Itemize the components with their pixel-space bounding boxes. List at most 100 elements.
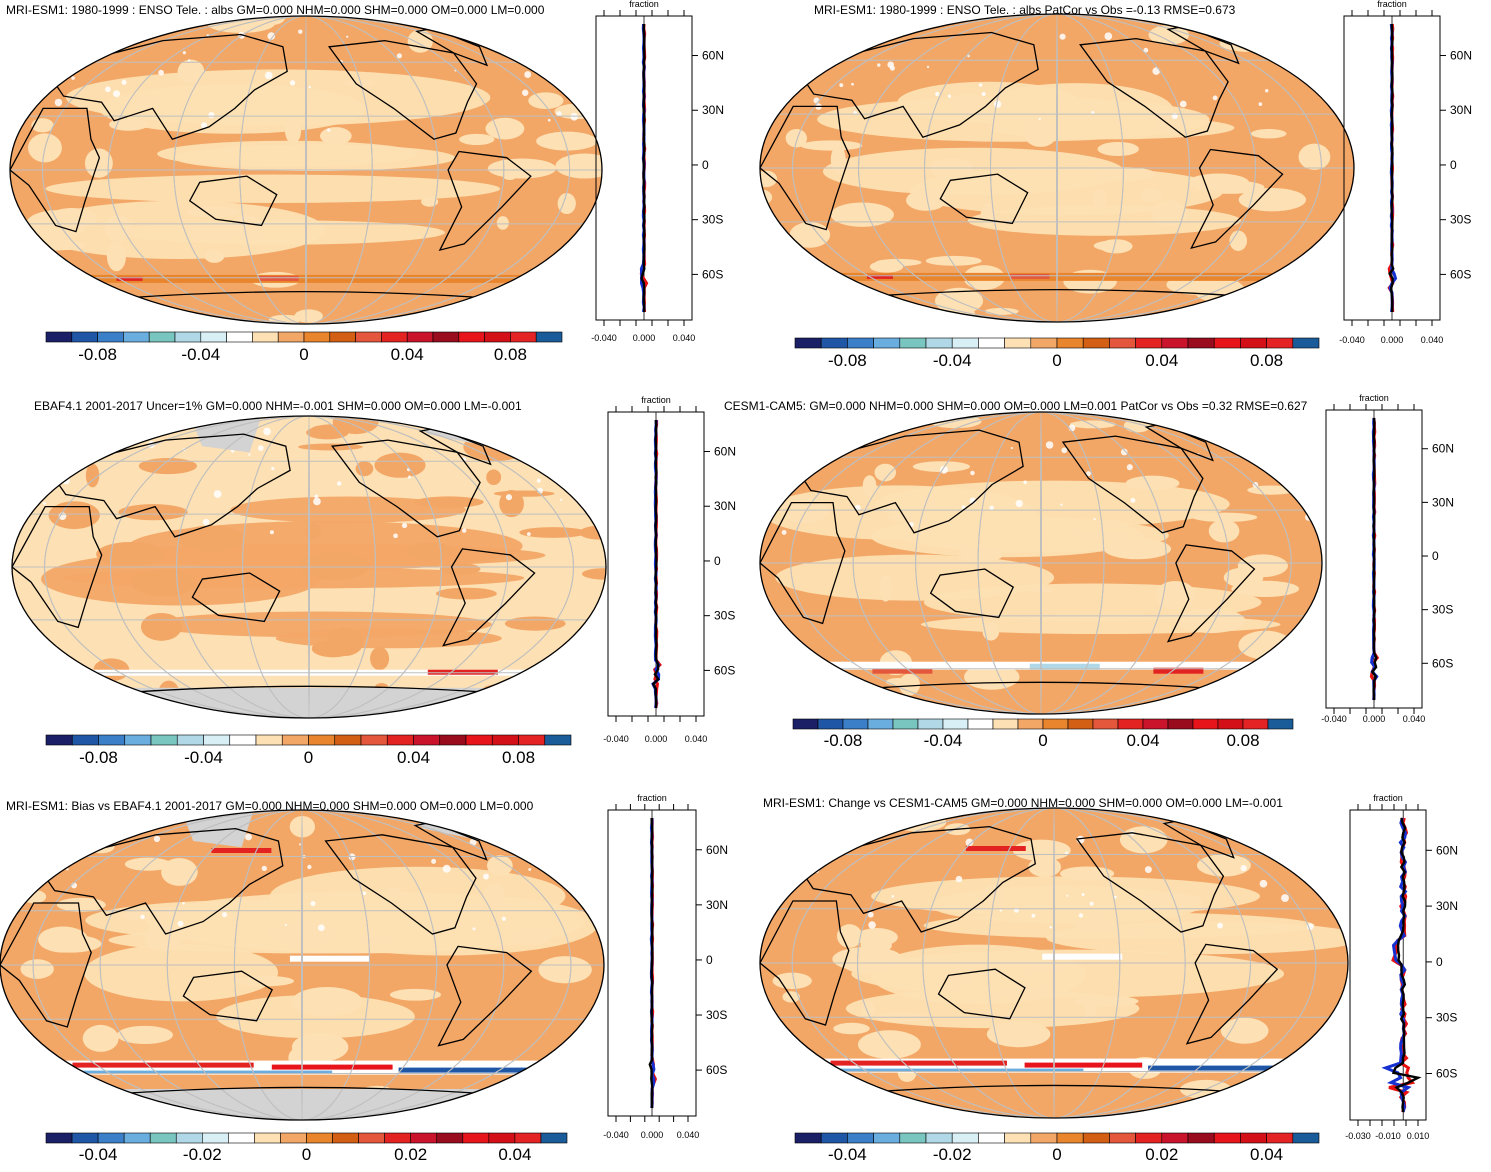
profile-xtick-label: 0.010 xyxy=(1407,1131,1430,1141)
profile-xtick-label: 0.040 xyxy=(1403,714,1426,724)
colorbar-swatch xyxy=(252,331,279,343)
lat-label: 30S xyxy=(1432,603,1453,617)
colorbar-swatch xyxy=(544,734,572,746)
colorbar-tick-label: -0.04 xyxy=(79,1145,118,1164)
colorbar-swatch xyxy=(1266,337,1294,349)
colorbar-tick-label: 0 xyxy=(302,1145,311,1164)
lat-label: 30N xyxy=(1432,495,1454,509)
colorbar-swatch xyxy=(1242,718,1269,730)
colorbar-swatch xyxy=(1042,718,1069,730)
colorbar-swatch xyxy=(951,337,979,349)
colorbar-swatch xyxy=(873,1132,901,1144)
colorbar-swatch xyxy=(847,1132,874,1144)
lat-label: 30N xyxy=(1450,103,1472,117)
colorbar-swatch xyxy=(281,734,309,746)
colorbar-swatch xyxy=(1213,1132,1241,1144)
colorbar-tick-label: -0.08 xyxy=(78,345,117,364)
coastline-namerica xyxy=(1061,435,1204,534)
coastline-namerica xyxy=(327,39,478,140)
colorbar-swatch xyxy=(1213,337,1241,349)
colorbar-swatch xyxy=(280,1132,307,1144)
lat-label: 0 xyxy=(702,158,709,172)
colorbar-swatch xyxy=(410,1132,438,1144)
profile-xtick-label: 0.040 xyxy=(685,734,708,744)
colorbar-swatch xyxy=(358,1132,385,1144)
colorbar-swatch xyxy=(892,718,919,730)
colorbar-swatch xyxy=(1217,718,1244,730)
lat-label: 60N xyxy=(1450,49,1472,63)
coastline-eurasia xyxy=(802,429,1024,534)
profile-model-line xyxy=(651,419,660,709)
colorbar-swatch xyxy=(360,734,388,746)
colorbar-tick-label: 0.04 xyxy=(1250,1145,1283,1164)
profile-model-line xyxy=(1388,23,1395,313)
lat-label: 60N xyxy=(1436,843,1458,857)
colorbar-swatch xyxy=(1192,718,1219,730)
colorbar-swatch xyxy=(123,1132,151,1144)
colorbar-swatch xyxy=(820,337,848,349)
panel-3: fraction-0.040 0.000 0.04060N30N030S60S-0.… xyxy=(11,395,736,767)
profile-xtick-label: 0.040 xyxy=(673,333,696,343)
colorbar-tick-label: -0.08 xyxy=(79,748,118,767)
colorbar-swatch xyxy=(229,734,257,746)
colorbar-swatch xyxy=(381,331,408,343)
map-outline xyxy=(759,807,1349,1119)
colorbar-swatch xyxy=(1292,337,1320,349)
colorbar-swatch xyxy=(1030,337,1058,349)
coastline-eurasia xyxy=(54,33,288,140)
profile-model-line xyxy=(1370,417,1378,701)
colorbar-swatch xyxy=(535,331,563,343)
profile-model-line xyxy=(648,818,654,1109)
colorbar-swatch xyxy=(1135,337,1163,349)
colorbar-swatch xyxy=(792,718,819,730)
profile-xtick-label: -0.040 xyxy=(603,734,629,744)
panel-5: fraction-0.040 0.000 0.04060N30N030S60S-0.… xyxy=(0,793,728,1164)
coastline-namerica xyxy=(1075,832,1225,933)
coastline-eurasia xyxy=(45,827,284,935)
colorbar-swatch xyxy=(202,1132,229,1144)
coastline-africa xyxy=(0,902,92,1028)
colorbar-swatch xyxy=(1117,718,1144,730)
coastline-eurasia xyxy=(804,825,1037,933)
colorbar-tick-label: 0 xyxy=(304,748,313,767)
colorbar-swatch xyxy=(124,734,152,746)
colorbar-tick-label: -0.04 xyxy=(924,731,963,750)
panel-2: fraction-0.040 0.000 0.04060N30N030S60S-0.… xyxy=(759,0,1472,370)
colorbar-tick-label: -0.08 xyxy=(828,351,867,370)
colorbar-swatch xyxy=(200,331,227,343)
colorbar-swatch xyxy=(432,331,460,343)
map-field xyxy=(10,16,602,324)
colorbar-tick-label: 0.04 xyxy=(1126,731,1159,750)
colorbar-swatch xyxy=(794,337,822,349)
lat-label: 60S xyxy=(1432,656,1453,670)
colorbar-swatch xyxy=(917,718,944,730)
profile-xtick-label: 0.000 xyxy=(633,333,656,343)
colorbar-swatch xyxy=(175,1132,203,1144)
colorbar-swatch xyxy=(484,331,511,343)
coastline-africa xyxy=(760,501,846,625)
colorbar-tick-label: 0.08 xyxy=(1226,731,1259,750)
panel-title: CESM1-CAM5: GM=0.000 NHM=0.000 SHM=0.000… xyxy=(724,399,1308,413)
lat-label: 0 xyxy=(1450,158,1457,172)
colorbar-swatch xyxy=(1187,337,1215,349)
profile-xtick-label: -0.010 xyxy=(1375,1131,1401,1141)
colorbar-swatch xyxy=(465,734,493,746)
colorbar-swatch xyxy=(540,1132,568,1144)
colorbar-swatch xyxy=(255,734,283,746)
map-field xyxy=(760,412,1322,714)
colorbar-swatch xyxy=(45,331,73,343)
profile-xtick-label: -0.040 xyxy=(591,333,617,343)
colorbar-swatch xyxy=(149,1132,177,1144)
colorbar-swatch xyxy=(150,734,178,746)
colorbar-swatch xyxy=(203,734,231,746)
colorbar-swatch xyxy=(899,337,927,349)
colorbar-swatch xyxy=(1267,718,1294,730)
colorbar-swatch xyxy=(303,331,331,343)
lat-label: 0 xyxy=(714,554,721,568)
colorbar-swatch xyxy=(332,1132,359,1144)
coastline-samerica xyxy=(1190,148,1284,250)
lat-label: 30N xyxy=(702,103,724,117)
lat-label: 60N xyxy=(706,843,728,857)
colorbar-swatch xyxy=(1240,1132,1267,1144)
colorbar-swatch xyxy=(899,1132,927,1144)
